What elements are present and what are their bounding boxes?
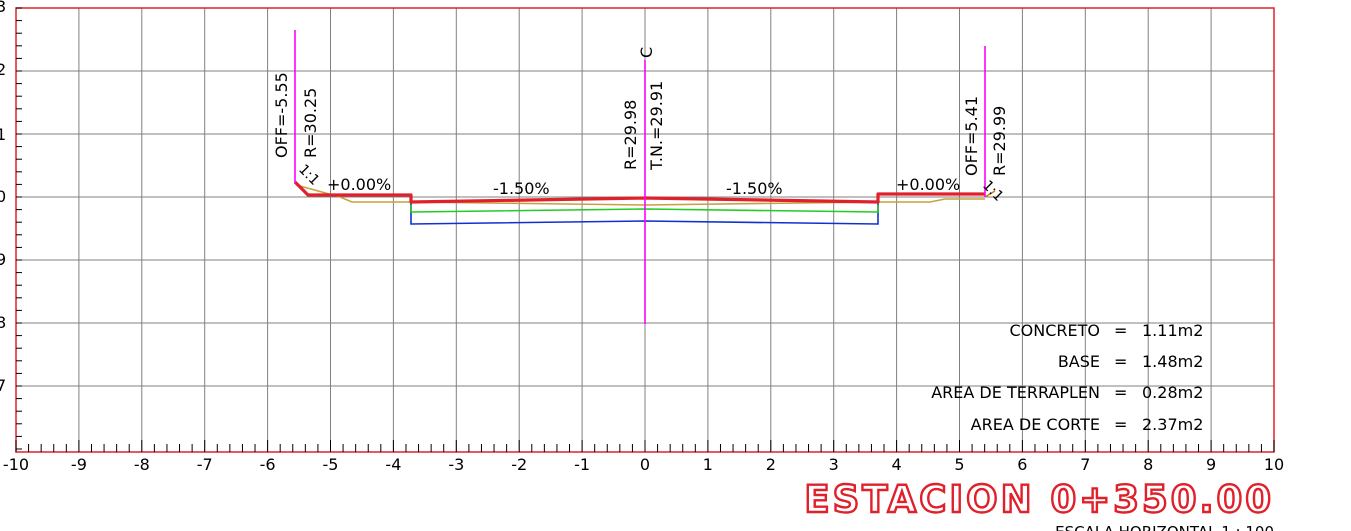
x-tick-label: 0 xyxy=(640,455,650,474)
x-tick-label: 5 xyxy=(954,455,964,474)
right-elev-label: R=29.99 xyxy=(990,106,1009,176)
scale-label: ESCALA HORIZONTAL 1 : 100 xyxy=(1055,523,1274,531)
area-base-eq: = xyxy=(1114,352,1127,371)
x-tick-label: 1 xyxy=(703,455,713,474)
x-tick-label: 10 xyxy=(1264,455,1284,474)
left-lane-pct: -1.50% xyxy=(493,179,550,198)
area-base-label: BASE xyxy=(1058,352,1100,371)
x-tick-label: -2 xyxy=(511,455,527,474)
x-tick-label: -4 xyxy=(385,455,401,474)
area-concreto-label: CONCRETO xyxy=(1010,321,1101,340)
area-terraplen-eq: = xyxy=(1114,383,1127,402)
y-tick-label: 3 xyxy=(0,0,6,16)
x-tick-label: 9 xyxy=(1206,455,1216,474)
x-tick-label: -10 xyxy=(3,455,29,474)
right-shoulder-pct: +0.00% xyxy=(896,175,960,194)
x-tick-label: -7 xyxy=(197,455,213,474)
area-concreto-eq: = xyxy=(1114,321,1127,340)
x-tick-labels: -10 -9 -8 -7 -6 -5 -4 -3 -2 -1 0 1 2 3 4 5 6 7 8 9 10 xyxy=(3,455,1284,474)
area-corte-value: 2.37m2 xyxy=(1142,415,1203,434)
finished-surface xyxy=(293,180,985,204)
x-tick-label: -1 xyxy=(574,455,590,474)
area-summary: CONCRETO = 1.11m2 BASE = 1.48m2 AREA DE … xyxy=(931,321,1203,434)
x-tick-label: -5 xyxy=(323,455,339,474)
area-concreto-value: 1.11m2 xyxy=(1142,321,1203,340)
station-title: ESTACION 0+350.00 xyxy=(804,478,1274,521)
bottom-ruler xyxy=(15,440,1275,452)
right-offset-label: OFF=5.41 xyxy=(962,96,981,176)
x-tick-label: 8 xyxy=(1143,455,1153,474)
left-elev-label: R=30.25 xyxy=(301,88,320,158)
y-tick-label: 1 xyxy=(0,125,6,144)
left-shoulder-pct: +0.00% xyxy=(327,175,391,194)
center-tn-label: T.N.=29.91 xyxy=(647,81,666,171)
y-tick-label: 2 xyxy=(0,60,6,79)
x-tick-label: -3 xyxy=(448,455,464,474)
area-base-value: 1.48m2 xyxy=(1142,352,1203,371)
right-slope-label: 1:1 xyxy=(979,178,1006,205)
x-tick-label: 4 xyxy=(892,455,902,474)
y-tick-label: 7 xyxy=(0,376,6,395)
x-tick-label: -8 xyxy=(134,455,150,474)
y-tick-label: 8 xyxy=(0,313,6,332)
right-lane-pct: -1.50% xyxy=(726,179,783,198)
y-tick-label: 9 xyxy=(0,250,6,269)
area-terraplen-value: 0.28m2 xyxy=(1142,383,1203,402)
left-ruler xyxy=(16,7,22,450)
x-tick-label: -6 xyxy=(260,455,276,474)
x-tick-label: -9 xyxy=(71,455,87,474)
left-offset-label: OFF=-5.55 xyxy=(272,72,291,158)
area-corte-label: AREA DE CORTE xyxy=(971,415,1100,434)
center-mark: C xyxy=(637,47,656,58)
x-tick-label: 6 xyxy=(1017,455,1027,474)
x-tick-label: 7 xyxy=(1080,455,1090,474)
area-corte-eq: = xyxy=(1114,415,1127,434)
area-terraplen-label: AREA DE TERRAPLEN xyxy=(931,383,1100,402)
center-r-label: R=29.98 xyxy=(621,100,640,170)
x-tick-label: 2 xyxy=(766,455,776,474)
y-tick-label: 0 xyxy=(0,187,6,206)
right-slope-line xyxy=(984,190,996,198)
x-tick-label: 3 xyxy=(829,455,839,474)
